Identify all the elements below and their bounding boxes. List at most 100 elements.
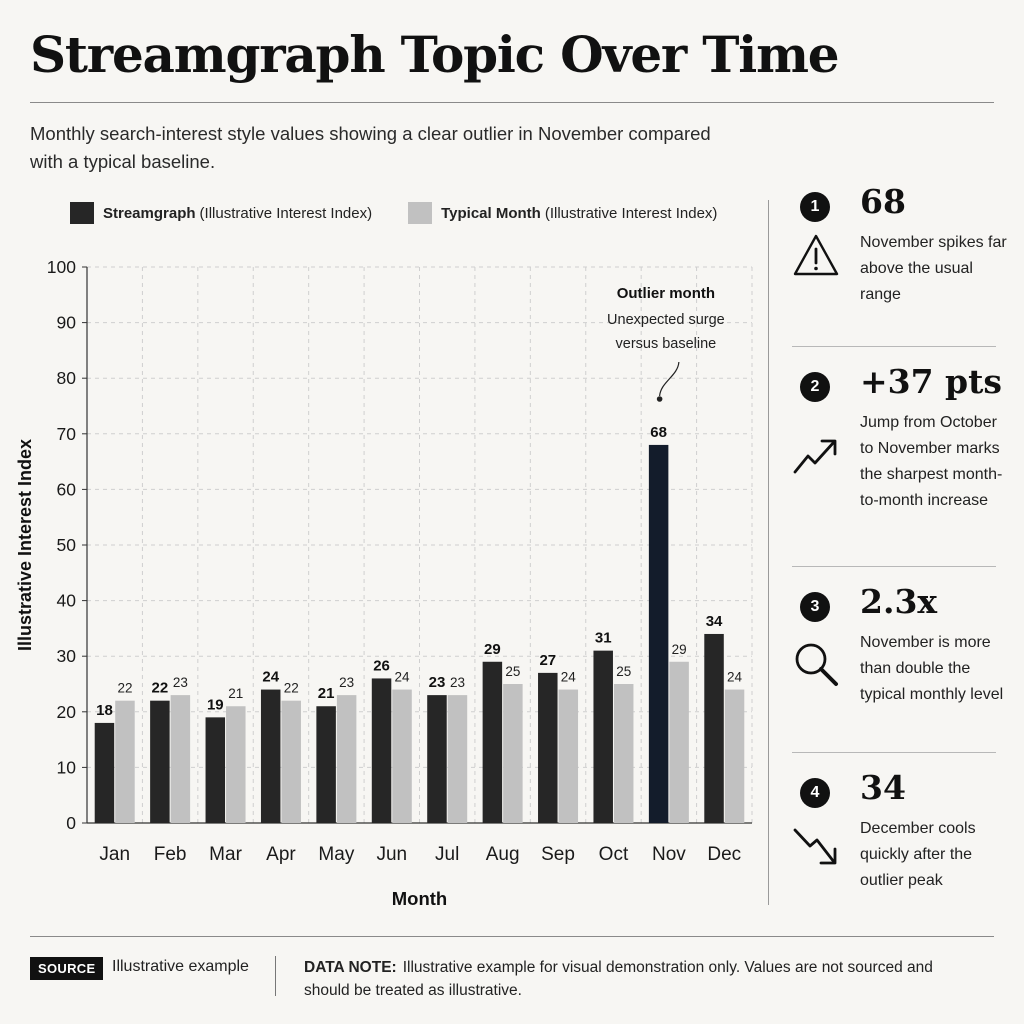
x-tick-label: Apr [266, 844, 296, 865]
insight-value: 34 [860, 768, 906, 807]
source-label: SOURCE [30, 957, 104, 980]
trending-down-icon [793, 828, 837, 865]
insight-number-badge: 2 [800, 372, 830, 402]
bar-typical-month [226, 706, 246, 823]
data-label-streamgraph: 22 [152, 680, 169, 697]
x-tick-label: Nov [652, 844, 686, 865]
y-tick-label: 60 [57, 479, 77, 499]
data-note-text: Illustrative example for visual demonstr… [304, 959, 933, 999]
data-label-streamgraph: 18 [96, 702, 113, 719]
y-tick-label: 50 [57, 535, 77, 555]
annotation-leader-line [659, 361, 680, 397]
x-tick-label: Sep [541, 844, 575, 865]
legend-label-typical-month-rest: (Illustrative Interest Index) [544, 204, 718, 222]
footer-divider [30, 936, 994, 937]
data-label-streamgraph: 34 [706, 613, 723, 630]
bar-typical-month [392, 689, 412, 823]
data-label-typical-month: 24 [561, 670, 577, 685]
insight-number-badge: 3 [800, 592, 830, 622]
x-tick-label: Oct [599, 844, 629, 865]
data-label-streamgraph: 26 [373, 657, 390, 674]
data-label-streamgraph: 68 [650, 424, 667, 441]
data-label-typical-month: 23 [339, 675, 354, 690]
page-title: Streamgraph Topic Over Time [30, 25, 840, 84]
y-axis-title: Illustrative Interest Index [15, 439, 35, 651]
legend-label-streamgraph-bold: Streamgraph [103, 204, 196, 222]
data-label-typical-month: 25 [616, 664, 631, 679]
insight-number-badge: 1 [800, 192, 830, 222]
x-tick-label: Jan [99, 844, 130, 865]
bar-streamgraph [371, 678, 392, 823]
x-tick-label: Dec [707, 844, 741, 865]
x-tick-label: Jul [435, 844, 459, 865]
x-tick-label: Feb [154, 844, 187, 865]
bar-chart: 0 10 20 30 40 50 60 70 80 90 100 18 22 Jan 22 23 Feb 19 21… [15, 257, 753, 909]
data-label-typical-month: 22 [117, 681, 132, 696]
bar-typical-month [558, 689, 579, 823]
bar-streamgraph [538, 672, 558, 823]
bar-streamgraph [648, 444, 669, 823]
bar-typical-month [503, 684, 523, 823]
x-tick-label: May [318, 844, 354, 865]
bar-typical-month [336, 695, 357, 823]
legend-swatch-typical-month [408, 202, 433, 224]
data-label-streamgraph: 19 [207, 696, 224, 713]
legend-label-typical-month-bold: Typical Month [441, 204, 541, 222]
data-label-streamgraph: 29 [484, 641, 501, 658]
data-label-typical-month: 24 [395, 670, 411, 685]
source-text: Illustrative example [112, 958, 249, 975]
y-tick-label: 100 [47, 257, 76, 277]
insight-text: November spikes far above the usual rang… [860, 234, 1007, 303]
insight-number-badge: 4 [800, 778, 830, 808]
page-subtitle: Monthly search-interest style values sho… [30, 123, 711, 172]
data-label-streamgraph: 24 [262, 669, 279, 686]
bar-streamgraph [205, 717, 226, 823]
insight-text: Jump from October to November marks the … [860, 414, 1003, 509]
warning-icon [793, 234, 839, 276]
bar-typical-month [669, 661, 689, 823]
data-label-typical-month: 23 [173, 675, 188, 690]
y-tick-label: 70 [57, 424, 77, 444]
trending-up-icon [793, 439, 837, 474]
insight-value: 2.3x [860, 582, 938, 621]
annotation-line-2: versus baseline [616, 336, 717, 352]
bar-typical-month [115, 700, 135, 823]
insight-value: 68 [860, 182, 906, 221]
data-label-typical-month: 22 [284, 681, 299, 696]
data-label-typical-month: 25 [505, 664, 520, 679]
insight-text: November is more than double the typical… [860, 634, 1004, 703]
bar-streamgraph [316, 706, 336, 823]
data-note-label: DATA NOTE: [304, 959, 397, 976]
chart-legend: Streamgraph (Illustrative Interest Index… [70, 200, 717, 226]
y-tick-label: 40 [57, 591, 77, 611]
x-tick-label: Jun [376, 844, 407, 865]
bar-typical-month [170, 695, 191, 823]
data-note: DATA NOTE: Illustrative example for visua… [304, 956, 944, 1002]
bar-typical-month [281, 700, 301, 823]
legend-swatch-streamgraph [70, 202, 94, 224]
footer-separator [275, 956, 276, 996]
bar-streamgraph [94, 722, 115, 823]
y-tick-label: 30 [57, 646, 77, 666]
bar-streamgraph [593, 650, 613, 823]
bar-streamgraph [482, 661, 503, 823]
x-axis-title: Month [392, 888, 447, 909]
annotation-title: Outlier month [617, 285, 715, 302]
bar-typical-month [724, 689, 745, 823]
data-label-streamgraph: 31 [595, 630, 612, 647]
y-tick-label: 10 [57, 757, 77, 777]
annotation-line-1: Unexpected surge [607, 312, 725, 328]
y-tick-label: 0 [66, 813, 76, 833]
data-label-streamgraph: 27 [539, 652, 556, 669]
legend-label-streamgraph-rest: (Illustrative Interest Index) [199, 204, 373, 222]
data-label-typical-month: 29 [672, 642, 687, 657]
legend-item-streamgraph: Streamgraph (Illustrative Interest Index… [70, 202, 372, 224]
insight-separator [792, 566, 996, 567]
x-tick-label: Aug [486, 844, 520, 865]
panel-divider [768, 200, 769, 905]
y-tick-label: 20 [57, 702, 77, 722]
insight-value: +37 pts [860, 362, 1002, 401]
y-tick-label: 90 [57, 313, 77, 333]
bar-streamgraph [150, 700, 170, 823]
data-label-streamgraph: 21 [318, 685, 335, 702]
